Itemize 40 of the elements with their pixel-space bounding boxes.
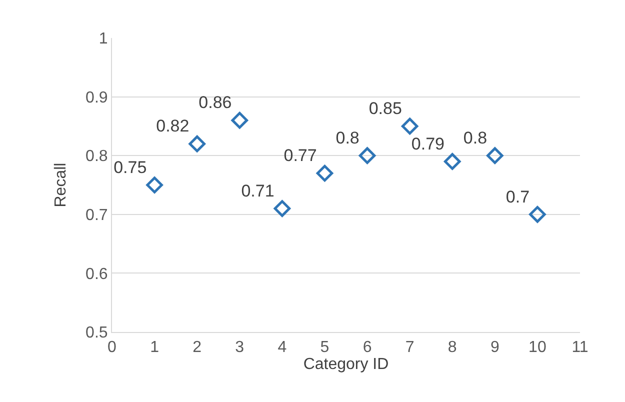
x-tick-label: 7 xyxy=(405,339,414,356)
x-tick-label: 8 xyxy=(448,339,457,356)
x-tick-label: 1 xyxy=(150,339,160,356)
point xyxy=(358,147,376,164)
y-tick-label: 0.8 xyxy=(86,148,108,166)
point xyxy=(274,200,291,217)
x-tick-label: 0 xyxy=(108,339,117,356)
x-tick-label: 4 xyxy=(278,339,287,356)
y-tick-label: 0.6 xyxy=(86,266,108,283)
data-label: 0.8 xyxy=(463,128,488,148)
point xyxy=(444,153,461,170)
y-tick-label: 0.5 xyxy=(86,324,108,342)
x-tick-label: 10 xyxy=(528,339,546,356)
point xyxy=(146,176,163,194)
point xyxy=(486,147,504,164)
y-axis-title: Recall xyxy=(52,162,70,208)
y-tick-label: 0.9 xyxy=(86,89,108,106)
data-label: 0.7 xyxy=(506,187,530,206)
x-tick-label: 5 xyxy=(320,339,330,356)
x-tick-label: 9 xyxy=(490,339,500,356)
point xyxy=(231,112,248,129)
point xyxy=(529,206,546,223)
data-label: 0.8 xyxy=(336,128,360,148)
x-tick-label: 2 xyxy=(192,339,202,356)
data-label: 0.79 xyxy=(411,134,444,154)
point xyxy=(316,164,334,182)
data-label: 0.82 xyxy=(156,116,190,136)
data-label: 0.75 xyxy=(114,158,147,177)
y-tick-label: 0.7 xyxy=(86,207,108,224)
x-tick-label: 11 xyxy=(572,339,588,356)
data-label: 0.86 xyxy=(198,93,232,112)
point xyxy=(401,118,418,135)
y-tick-label: 1 xyxy=(98,30,108,48)
data-label: 0.85 xyxy=(368,99,402,118)
point xyxy=(188,135,206,152)
data-label: 0.71 xyxy=(241,181,274,200)
x-axis-title: Category ID xyxy=(303,356,389,374)
data-label: 0.77 xyxy=(284,146,317,166)
x-tick-label: 6 xyxy=(362,339,372,356)
x-tick-label: 3 xyxy=(235,339,244,356)
